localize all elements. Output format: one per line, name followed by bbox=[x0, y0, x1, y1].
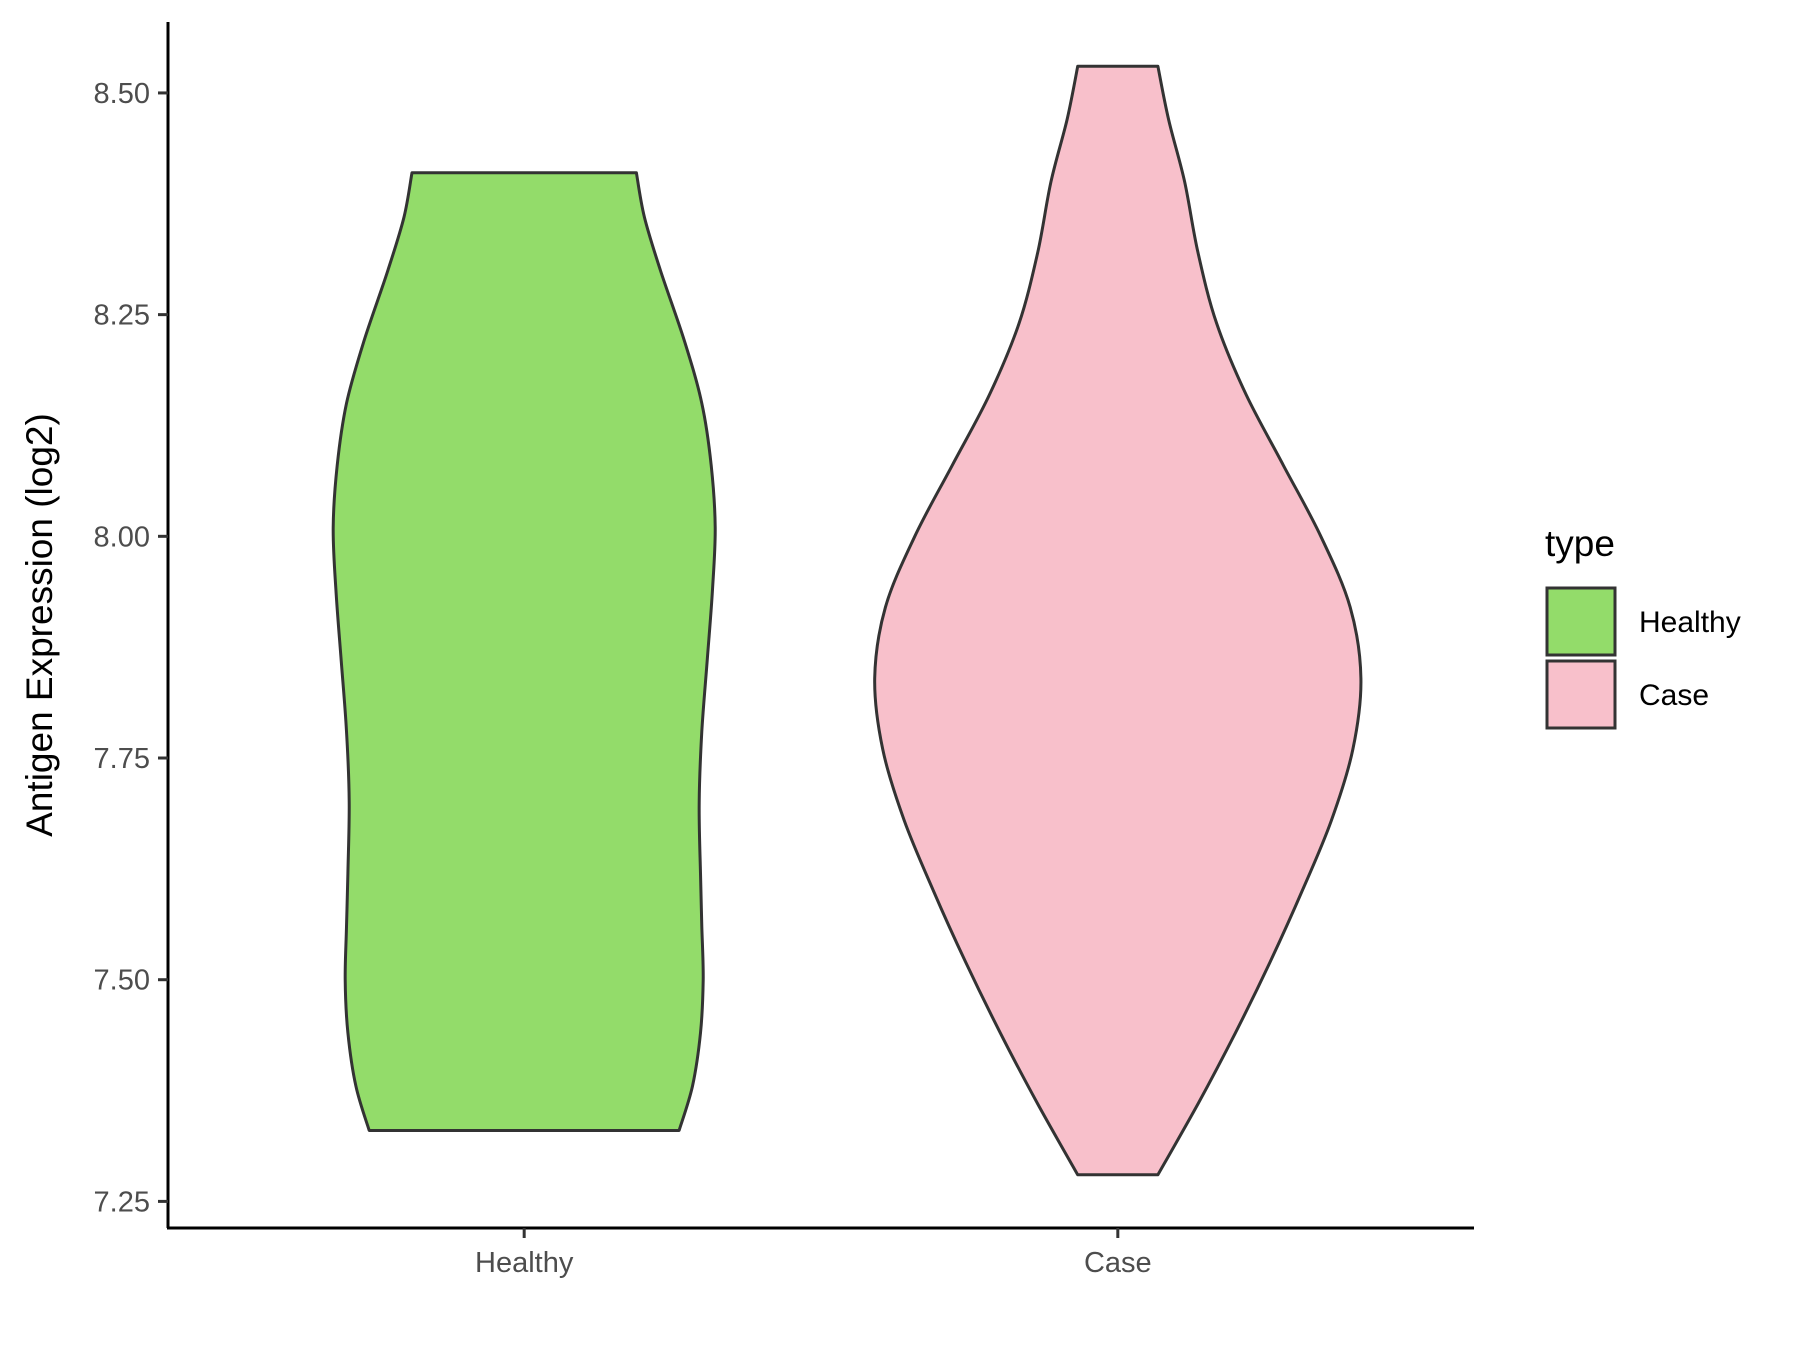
y-tick-label: 7.75 bbox=[94, 743, 150, 775]
legend-label-case: Case bbox=[1639, 679, 1709, 712]
legend-items: Healthy Case bbox=[1545, 586, 1741, 730]
violin-layer bbox=[331, 64, 1363, 1177]
legend-title: type bbox=[1545, 523, 1615, 564]
violin-healthy bbox=[331, 171, 717, 1132]
legend-label-healthy: Healthy bbox=[1639, 606, 1741, 639]
y-tick-label: 8.00 bbox=[94, 521, 150, 553]
y-axis-ticks: 7.25 7.50 7.75 8.00 8.25 8.50 bbox=[94, 78, 168, 1218]
legend-key-healthy bbox=[1545, 586, 1617, 657]
y-tick-label: 7.50 bbox=[94, 965, 150, 997]
legend-key-case bbox=[1545, 659, 1617, 730]
x-tick-label: Case bbox=[1084, 1247, 1152, 1279]
y-tick-label: 8.25 bbox=[94, 300, 150, 332]
y-axis-title: Antigen Expression (log2) bbox=[19, 413, 60, 837]
x-tick-label: Healthy bbox=[475, 1247, 574, 1279]
legend: type Healthy Case bbox=[1545, 523, 1741, 730]
violin-case bbox=[873, 64, 1363, 1177]
x-axis-ticks: Healthy Case bbox=[475, 1228, 1152, 1279]
y-tick-label: 7.25 bbox=[94, 1186, 150, 1218]
y-tick-label: 8.50 bbox=[94, 78, 150, 110]
